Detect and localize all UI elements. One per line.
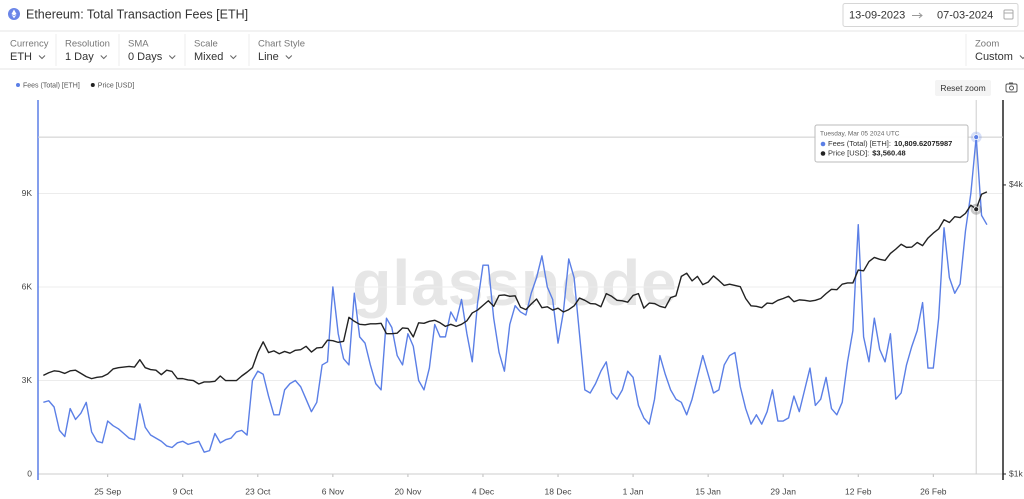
plot: 0 3K 6K 9K $1k $4k 25 Sep 9 Oct 23 Oct 6 Nov 20 No… bbox=[22, 100, 1023, 496]
x-tick-label: 9 Oct bbox=[173, 486, 194, 496]
calendar-icon[interactable] bbox=[1003, 9, 1014, 20]
reset-zoom-button[interactable] bbox=[935, 80, 991, 96]
tooltip-label: Fees (Total) [ETH]: bbox=[828, 139, 891, 148]
tooltip-value: $3,560.48 bbox=[872, 148, 905, 157]
camera-icon[interactable] bbox=[1005, 82, 1018, 93]
tooltip-value: 10,809.62075987 bbox=[894, 139, 952, 148]
series-line bbox=[43, 136, 988, 453]
chevron[interactable] bbox=[168, 55, 176, 60]
control-value[interactable]: Mixed bbox=[194, 51, 223, 63]
x-tick-label: 6 Nov bbox=[322, 486, 345, 496]
legend-label[interactable]: Price [USD] bbox=[98, 82, 135, 89]
legend-label[interactable]: Fees (Total) [ETH] bbox=[23, 82, 80, 89]
tooltip-label: Price [USD]: bbox=[828, 148, 869, 157]
chevron[interactable] bbox=[285, 55, 293, 60]
control-label: Chart Style bbox=[258, 39, 305, 50]
chevron[interactable] bbox=[229, 55, 237, 60]
date-range[interactable] bbox=[842, 3, 1019, 27]
page-title: Ethereum: Total Transaction Fees [ETH] bbox=[26, 7, 248, 21]
x-tick-label: 4 Dec bbox=[472, 486, 495, 496]
control-label: Resolution bbox=[65, 39, 110, 50]
x-tick-label: 26 Feb bbox=[920, 486, 947, 496]
reset-zoom-label[interactable]: Reset zoom bbox=[940, 83, 985, 93]
x-tick-label: 20 Nov bbox=[394, 486, 422, 496]
x-tick-label: 23 Oct bbox=[245, 486, 271, 496]
y-tick-label: 0 bbox=[27, 468, 32, 478]
tooltip-date: Tuesday, Mar 05 2024 UTC bbox=[820, 131, 900, 138]
control-value[interactable]: Custom bbox=[975, 51, 1013, 63]
x-tick-label: 1 Jan bbox=[623, 486, 644, 496]
tooltip-marker bbox=[820, 141, 826, 147]
control-label: Zoom bbox=[975, 39, 999, 50]
y-tick-label: 9K bbox=[22, 188, 33, 198]
series-line bbox=[43, 191, 988, 385]
x-tick-label: 18 Dec bbox=[545, 486, 573, 496]
control-label: Currency bbox=[10, 39, 49, 50]
y2-tick-label: $4k bbox=[1009, 179, 1023, 189]
tooltip-box bbox=[814, 124, 969, 163]
chevron[interactable] bbox=[1019, 55, 1024, 60]
tooltip-marker bbox=[820, 151, 826, 156]
date-start[interactable]: 13-09-2023 bbox=[849, 9, 905, 21]
chevron[interactable] bbox=[100, 55, 108, 60]
y-tick-label: 3K bbox=[22, 375, 33, 385]
hover-marker bbox=[973, 206, 980, 213]
control-value[interactable]: 0 Days bbox=[128, 51, 163, 63]
hover-marker bbox=[973, 134, 980, 141]
date-end[interactable]: 07-03-2024 bbox=[937, 9, 993, 21]
control-value[interactable]: 1 Day bbox=[65, 51, 94, 63]
legend-marker bbox=[90, 83, 95, 87]
control-value[interactable]: Line bbox=[258, 51, 279, 63]
x-tick-label: 29 Jan bbox=[770, 486, 796, 496]
x-tick-label: 15 Jan bbox=[695, 486, 721, 496]
x-tick-label: 12 Feb bbox=[845, 486, 872, 496]
control-label: Scale bbox=[194, 39, 218, 50]
legend-marker bbox=[16, 83, 20, 87]
y2-tick-label: $1k bbox=[1009, 468, 1023, 478]
control-value[interactable]: ETH bbox=[10, 51, 32, 63]
y-tick-label: 6K bbox=[22, 281, 33, 291]
control-label: SMA bbox=[128, 39, 149, 50]
x-tick-label: 25 Sep bbox=[94, 486, 121, 496]
eth-icon-glyph bbox=[11, 9, 17, 19]
legend: Fees (Total) [ETH] Price [USD] bbox=[16, 82, 134, 89]
arrow-icon bbox=[912, 12, 923, 19]
chevron[interactable] bbox=[38, 55, 46, 60]
